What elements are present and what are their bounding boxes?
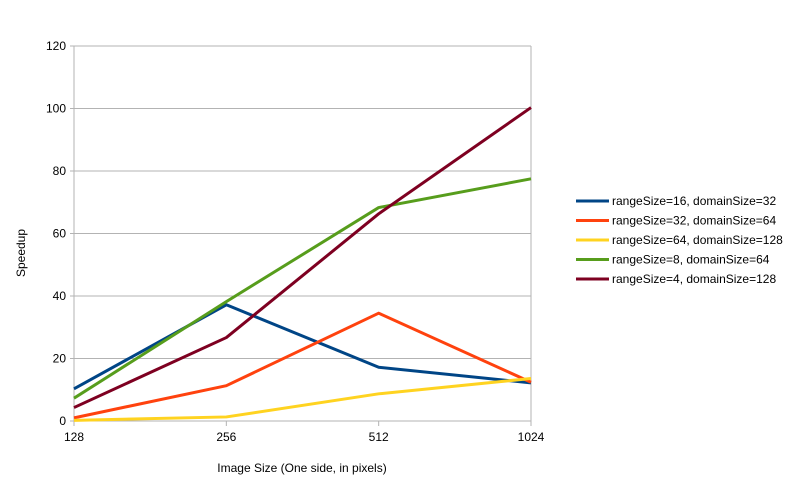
- x-axis-label: Image Size (One side, in pixels): [217, 461, 386, 475]
- legend-item: rangeSize=32, domainSize=64: [576, 214, 776, 228]
- series-line-4: [73, 177, 532, 400]
- series-lines: [73, 106, 532, 422]
- legend-label: rangeSize=32, domainSize=64: [612, 214, 776, 228]
- axes: [70, 45, 532, 426]
- y-axis-label: Speedup: [14, 229, 28, 277]
- gridlines: [74, 45, 531, 422]
- y-tick-label: 80: [53, 164, 67, 178]
- y-tick-label: 20: [53, 352, 67, 366]
- series-line-1: [73, 303, 532, 391]
- legend-item: rangeSize=16, domainSize=32: [576, 194, 776, 208]
- legend-label: rangeSize=16, domainSize=32: [612, 194, 776, 208]
- legend: rangeSize=16, domainSize=32 rangeSize=32,…: [576, 194, 783, 286]
- legend-item: rangeSize=8, domainSize=64: [576, 253, 770, 267]
- y-tick-label: 0: [59, 414, 66, 428]
- x-tick-label: 512: [369, 430, 389, 444]
- legend-label: rangeSize=64, domainSize=128: [612, 233, 783, 247]
- x-tick-label: 128: [64, 430, 84, 444]
- series-line-5: [73, 106, 532, 409]
- x-tick-label: 256: [216, 430, 236, 444]
- y-tick-label: 100: [46, 102, 66, 116]
- y-tick-label: 40: [53, 289, 67, 303]
- y-tick-label: 120: [46, 39, 66, 53]
- x-tick-label: 1024: [518, 430, 545, 444]
- x-tick-labels: 128 256 512 1024: [64, 430, 545, 444]
- series-line-3: [73, 377, 532, 422]
- y-tick-label: 60: [53, 227, 67, 241]
- legend-item: rangeSize=4, domainSize=128: [576, 272, 776, 286]
- legend-label: rangeSize=8, domainSize=64: [612, 253, 770, 267]
- y-tick-labels: 0 20 40 60 80 100 120: [46, 39, 66, 428]
- legend-item: rangeSize=64, domainSize=128: [576, 233, 783, 247]
- series-line-2: [73, 311, 532, 420]
- legend-label: rangeSize=4, domainSize=128: [612, 272, 776, 286]
